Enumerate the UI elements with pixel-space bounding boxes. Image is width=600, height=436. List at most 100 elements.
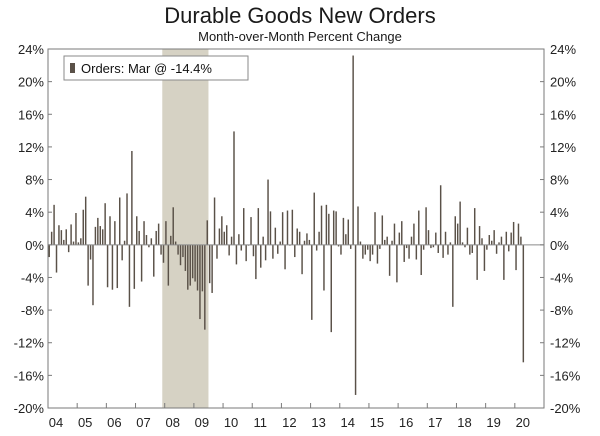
bar <box>413 223 415 245</box>
legend-box <box>63 55 249 81</box>
bar <box>53 204 55 245</box>
bar <box>473 208 476 245</box>
bar <box>520 236 522 245</box>
bar <box>510 232 512 245</box>
bar <box>388 244 391 276</box>
bar <box>50 231 53 245</box>
bar <box>376 244 379 264</box>
bar <box>294 244 296 258</box>
bar <box>269 211 272 245</box>
bar <box>179 244 182 266</box>
bar <box>306 233 308 245</box>
y-tick-label-left: -12% <box>14 336 45 351</box>
y-tick-label-right: -12% <box>550 336 581 351</box>
bar <box>298 231 301 245</box>
bar <box>155 230 157 245</box>
bar <box>245 244 247 262</box>
bar <box>515 244 517 271</box>
bar <box>522 244 525 363</box>
bar <box>204 244 206 330</box>
bar <box>240 244 243 251</box>
y-tick-label-left: 8% <box>25 173 44 188</box>
bar <box>517 223 520 245</box>
bar <box>60 230 63 245</box>
y-tick-label-right: -20% <box>550 401 581 416</box>
bar <box>106 244 109 288</box>
bar <box>447 244 449 255</box>
legend: Orders: Mar @ -14.4% <box>63 55 249 81</box>
bar <box>432 244 435 248</box>
bar <box>58 225 60 245</box>
chart-title: Durable Goods New Orders <box>164 3 436 28</box>
bar <box>345 234 347 245</box>
bar <box>449 242 452 245</box>
y-tick-label-right: -8% <box>550 303 574 318</box>
bar <box>63 239 65 245</box>
bar <box>359 241 362 245</box>
bar <box>500 236 503 245</box>
y-tick-label-right: -16% <box>550 368 581 383</box>
y-tick-label-left: 12% <box>18 140 44 155</box>
bar <box>160 244 162 255</box>
bar <box>476 244 478 280</box>
legend-swatch <box>70 63 75 73</box>
bar <box>342 217 345 245</box>
y-tick-label-right: 0% <box>550 238 569 253</box>
bar <box>471 244 474 253</box>
y-tick-label-left: 24% <box>18 42 44 57</box>
bar <box>131 150 133 245</box>
bar <box>191 244 194 279</box>
bar <box>349 244 352 249</box>
bar <box>75 213 77 245</box>
bar <box>422 244 425 250</box>
bar <box>133 244 136 289</box>
bar <box>340 244 342 255</box>
bar <box>184 244 187 271</box>
bar <box>116 244 119 289</box>
bar <box>418 210 420 245</box>
bar <box>332 210 335 245</box>
bar <box>235 244 238 265</box>
bar <box>243 208 245 245</box>
bar <box>291 209 294 245</box>
bar <box>335 211 337 245</box>
bar <box>461 242 464 245</box>
x-tick-label: 18 <box>457 415 471 430</box>
bar <box>369 244 371 262</box>
bar <box>347 219 350 245</box>
bar <box>464 244 466 248</box>
bar <box>498 242 500 245</box>
bar <box>150 238 153 245</box>
bar <box>167 244 170 286</box>
bar <box>162 244 165 263</box>
bar <box>262 236 264 245</box>
bar <box>308 239 311 245</box>
y-tick-label-right: -4% <box>550 270 574 285</box>
bar <box>478 226 481 245</box>
bar <box>48 244 50 258</box>
bar <box>208 244 211 284</box>
bar <box>238 234 240 245</box>
bar <box>315 244 318 251</box>
y-tick-label-right: 20% <box>550 75 576 90</box>
bar <box>123 240 126 245</box>
y-tick-label-left: -20% <box>14 401 45 416</box>
bar <box>281 212 284 245</box>
bar <box>187 244 189 290</box>
plot-frame <box>47 48 545 409</box>
bar <box>104 203 106 245</box>
bar <box>486 244 488 250</box>
bar <box>177 244 179 255</box>
bar <box>379 244 381 249</box>
y-tick-label-left: -8% <box>21 303 45 318</box>
bar <box>260 244 262 268</box>
bar <box>284 244 286 270</box>
bar <box>384 239 386 245</box>
x-tick-label: 06 <box>107 415 121 430</box>
bar <box>430 244 432 249</box>
bar <box>99 226 102 245</box>
bar <box>444 231 447 245</box>
x-tick-label: 05 <box>78 415 92 430</box>
bar <box>206 220 208 245</box>
